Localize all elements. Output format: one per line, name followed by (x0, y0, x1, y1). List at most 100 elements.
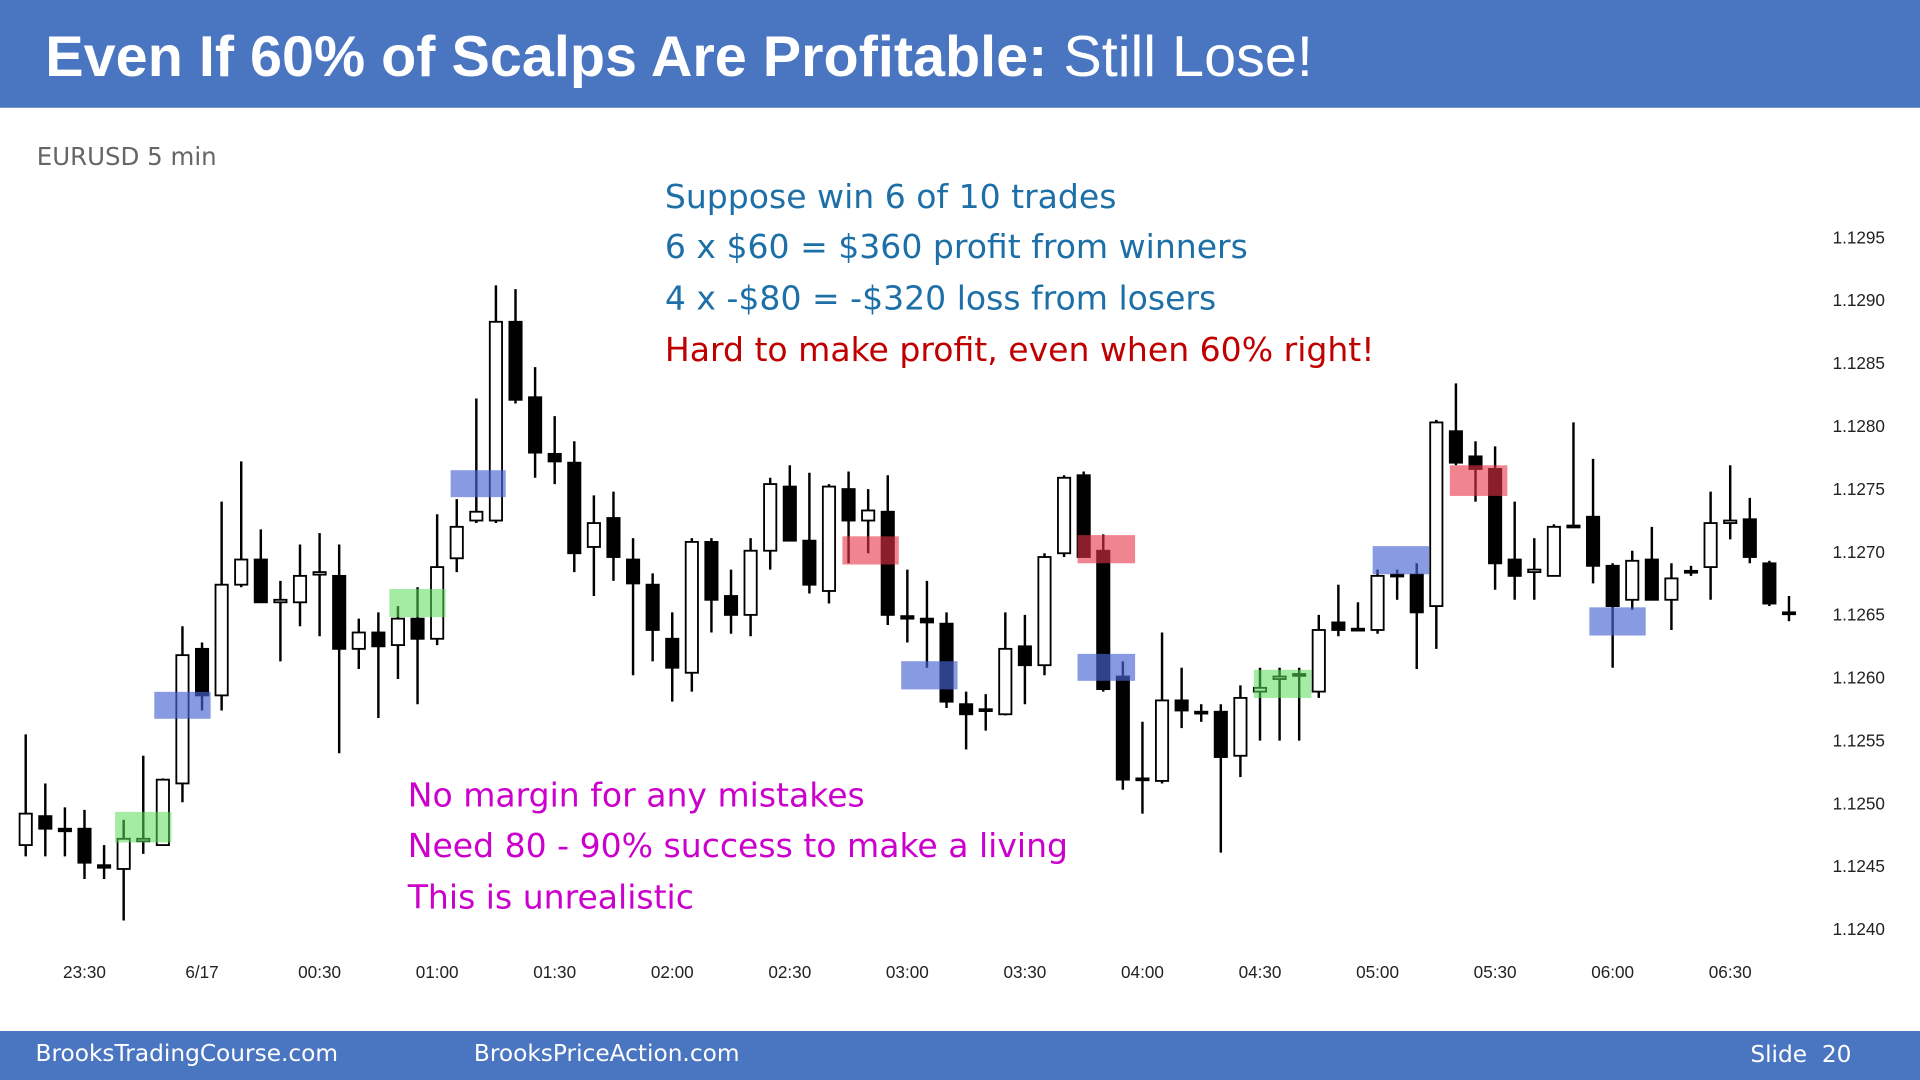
candle-body (18, 812, 33, 846)
candle-body (195, 647, 210, 697)
candle-body (1527, 568, 1542, 574)
highlight (1589, 607, 1646, 636)
candle-body (606, 517, 621, 558)
y-tick-label: 1.1295 (1833, 227, 1885, 247)
highlight (842, 536, 899, 565)
candle-body (1409, 573, 1424, 614)
x-tick-label: 02:30 (768, 962, 811, 982)
candle-body (763, 483, 778, 552)
y-tick-label: 1.1265 (1833, 605, 1885, 625)
candle-body (1546, 525, 1561, 577)
x-tick-label: 01:30 (533, 962, 576, 982)
x-tick-label: 05:30 (1474, 962, 1517, 982)
candle-body (998, 647, 1013, 716)
candle-body (57, 827, 72, 833)
candle-body (1037, 556, 1052, 667)
highlight (1449, 465, 1508, 496)
annotation: 6 x $60 = $360 profit from winners (665, 227, 1248, 266)
candle-body (959, 703, 974, 716)
candle-body (351, 631, 366, 650)
candle-body (684, 541, 699, 674)
candle-body (1703, 522, 1718, 569)
highlight (389, 588, 446, 618)
y-tick-label: 1.1290 (1833, 290, 1885, 310)
candle-body (1683, 569, 1699, 574)
candle-body (1233, 696, 1248, 757)
x-tick-label: 06:30 (1709, 962, 1752, 982)
highlight (450, 470, 506, 498)
candle-body (900, 615, 915, 620)
candle-body (1566, 524, 1581, 529)
y-tick-label: 1.1275 (1833, 479, 1885, 499)
footer-middle: BrooksPriceAction.com (474, 1040, 740, 1067)
annotation: Need 80 - 90% success to make a living (408, 826, 1068, 865)
candle-body (626, 558, 641, 585)
candle-body (1742, 518, 1757, 558)
x-tick-label: 6/17 (185, 962, 218, 982)
candle-body (1390, 573, 1405, 578)
footer-right: Slide 20 (1750, 1041, 1851, 1068)
y-tick-label: 1.1245 (1833, 856, 1885, 876)
candle-body (782, 485, 797, 542)
candle-body (919, 617, 934, 624)
candle-body (77, 827, 92, 864)
highlight (154, 691, 211, 719)
candle-body (390, 617, 405, 646)
footer-bar (0, 1031, 1920, 1080)
highlight (115, 811, 172, 843)
x-tick-label: 03:00 (886, 962, 929, 982)
candle-body (1625, 559, 1640, 601)
header-title-bold: Even If 60% of Scalps Are Profitable: (45, 25, 1047, 89)
candle-body (312, 571, 327, 576)
candle-body (586, 522, 601, 548)
x-tick-label: 04:30 (1239, 962, 1282, 982)
x-tick-label: 02:00 (651, 962, 694, 982)
candle-body (1174, 699, 1189, 712)
x-tick-label: 06:00 (1591, 962, 1634, 982)
annotation: Suppose win 6 of 10 trades (665, 177, 1117, 216)
annotation: This is unrealistic (407, 877, 694, 916)
highlight (1077, 653, 1136, 681)
candle-body (1155, 699, 1170, 782)
candle-body (469, 510, 484, 522)
candle-body (292, 574, 308, 604)
candle-body (1311, 629, 1326, 693)
candle-body (567, 461, 582, 555)
header-title: Even If 60% of Scalps Are Profitable: St… (45, 25, 1313, 89)
candle-body (723, 595, 739, 616)
highlight (1077, 535, 1136, 564)
footer-left: BrooksTradingCourse.com (36, 1040, 339, 1067)
candle-body (1723, 519, 1738, 524)
candle-body (704, 541, 719, 601)
candle-body (841, 488, 856, 522)
candle-body (1331, 621, 1346, 631)
candle-body (410, 617, 425, 640)
candle-body (1194, 710, 1209, 715)
y-tick-label: 1.1270 (1833, 542, 1885, 562)
candle-body (234, 558, 249, 586)
candle-body (97, 864, 112, 869)
candle-body (1370, 574, 1385, 631)
candle-body (332, 574, 347, 650)
candle-body (1057, 476, 1072, 555)
candle-body (1781, 611, 1797, 616)
y-tick-label: 1.1280 (1833, 416, 1885, 436)
trade-highlights (115, 465, 1646, 843)
y-tick-label: 1.1250 (1833, 793, 1885, 813)
highlight (1253, 669, 1312, 698)
candle-body (449, 525, 464, 560)
candle-body (1664, 577, 1679, 601)
x-tick-label: 04:00 (1121, 962, 1164, 982)
candle-body (116, 837, 131, 870)
chart-title: EURUSD 5 min (37, 142, 217, 171)
x-tick-label: 05:00 (1356, 962, 1399, 982)
candle-body (1429, 421, 1444, 607)
candle-body (645, 583, 660, 631)
candle-body (1644, 558, 1659, 601)
labels: 1.1240 1.1245 1.1250 1.1255 1.1260 1.1265 1.12… (63, 177, 1885, 982)
candle-body (273, 598, 288, 604)
annotation: No margin for any mistakes (408, 776, 865, 815)
candle-body (38, 815, 53, 830)
header-bar (0, 0, 1920, 108)
